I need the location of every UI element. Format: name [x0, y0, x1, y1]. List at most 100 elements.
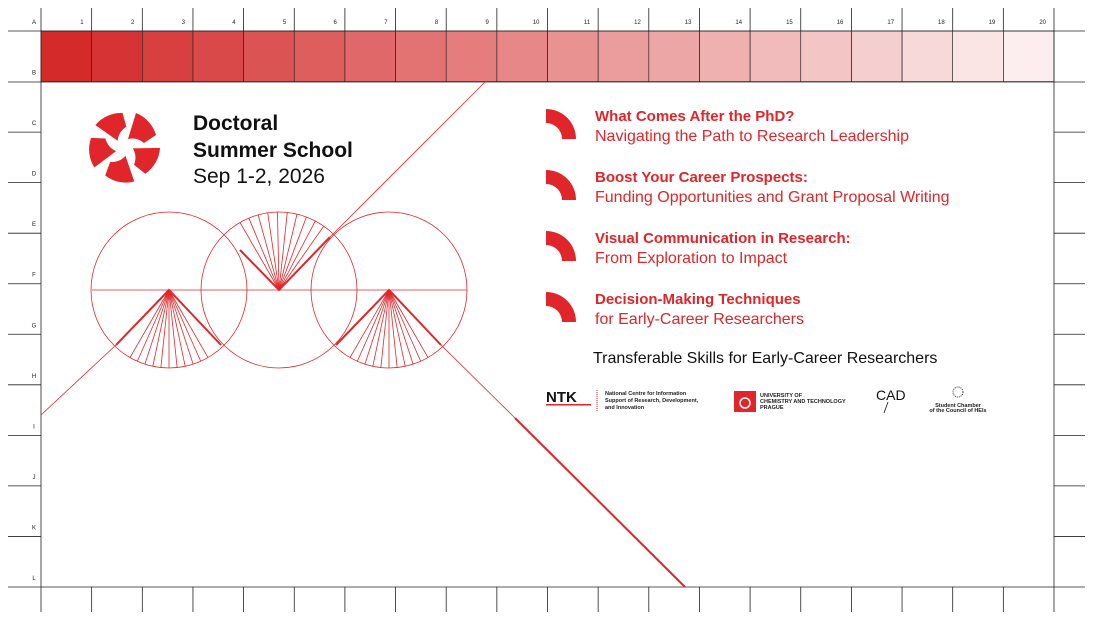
column-label: 3 [182, 20, 186, 26]
column-label: 2 [131, 20, 135, 26]
partner-uct: UNIVERSITY OF CHEMISTRY AND TECHNOLOGY P… [734, 391, 846, 412]
strip-cell [293, 30, 346, 82]
session-icon [546, 170, 576, 200]
strip-cell [952, 30, 1004, 82]
strip-cell [192, 30, 244, 82]
strip-cell [1003, 30, 1055, 82]
strip-cell [547, 30, 599, 82]
row-label: C [32, 121, 37, 127]
column-label: 9 [486, 20, 490, 26]
fan-line [168, 289, 194, 365]
row-label: K [32, 525, 36, 531]
fan-line [388, 289, 398, 368]
column-label: 1 [80, 20, 84, 26]
logo-blade [105, 155, 135, 183]
strip-cell [597, 30, 650, 82]
chamber-line: of the Council of HEIs [929, 408, 986, 414]
strip-cell [445, 30, 498, 82]
session-title: What Comes After the PhD? [595, 108, 794, 125]
fan-line [257, 214, 280, 291]
color-strip [40, 30, 1055, 82]
row-label: G [32, 323, 37, 329]
row-label: L [32, 576, 36, 582]
fan-line [129, 289, 170, 358]
row-label: E [32, 222, 36, 228]
row-label: D [32, 172, 37, 178]
column-label: 6 [334, 20, 338, 26]
strip-cell [749, 30, 802, 82]
fan-line [168, 289, 209, 358]
row-label: A [32, 20, 36, 26]
strip-cell [699, 30, 751, 82]
column-label: 4 [232, 20, 236, 26]
column-label: 16 [837, 20, 844, 26]
event-date: Sep 1-2, 2026 [193, 165, 325, 188]
column-label: 13 [685, 20, 692, 26]
column-label: 5 [283, 20, 287, 26]
fan-line [168, 289, 202, 362]
column-label: 8 [435, 20, 439, 26]
fan-line [278, 212, 288, 291]
strip-cell [395, 30, 447, 82]
fan-line [168, 289, 178, 368]
ntk-line: National Centre for Information [605, 391, 687, 397]
column-label: 11 [584, 20, 591, 26]
school-logo [89, 112, 161, 183]
fan-line [152, 289, 170, 367]
column-label: 18 [938, 20, 945, 26]
fan-line [278, 216, 307, 291]
strip-cell [648, 30, 700, 82]
session-subtitle: Funding Opportunities and Grant Proposal… [595, 189, 950, 206]
uct-line: UNIVERSITY OF [760, 393, 803, 399]
fan-line [278, 214, 298, 291]
cad-name: CAD [876, 387, 906, 403]
ntk-line: Support of Research, Development, [605, 398, 699, 404]
session-title: Boost Your Career Prospects: [595, 169, 808, 186]
strip-cell [142, 30, 194, 82]
ntk-line: and Innovation [605, 405, 645, 411]
fan-line [267, 212, 280, 291]
strip-cell [91, 30, 143, 82]
strip-cell [851, 30, 903, 82]
fan-line [349, 289, 390, 358]
column-label: 14 [735, 20, 742, 26]
uct-line: CHEMISTRY AND TECHNOLOGY [760, 399, 846, 405]
row-label: J [33, 475, 36, 481]
fan-line [248, 217, 280, 291]
column-label: 7 [384, 20, 388, 26]
row-label: B [32, 71, 36, 77]
fan-line [239, 222, 280, 291]
column-label: 20 [1039, 20, 1046, 26]
session-subtitle: for Early-Career Researchers [595, 311, 804, 328]
fan-line [277, 212, 280, 291]
logo-blade [95, 112, 127, 141]
session-icon [546, 109, 576, 139]
partner-cad: CAD [876, 387, 906, 414]
session-subtitle: Navigating the Path to Research Leadersh… [595, 128, 909, 145]
session-title: Decision-Making Techniques [595, 291, 801, 308]
fan-line [278, 220, 316, 291]
session-icon [546, 292, 576, 322]
session-subtitle: From Exploration to Impact [595, 250, 788, 267]
strip-cell [901, 30, 953, 82]
uct-icon [739, 397, 751, 409]
strip-cell [344, 30, 396, 82]
row-label: F [32, 273, 36, 279]
fan-line [364, 289, 390, 365]
geometric-drawing [40, 81, 686, 588]
chamber-line: Student Chamber [935, 403, 982, 409]
fan-line [168, 289, 186, 367]
row-label: I [33, 424, 35, 430]
uct-line: PRAGUE [760, 405, 784, 411]
sessions: What Comes After the PhD? Navigating the … [546, 108, 950, 328]
grid-frame [8, 8, 1085, 612]
fan-line [388, 289, 422, 362]
column-label: 19 [989, 20, 996, 26]
title-line: Summer School [193, 139, 353, 162]
fan-line [136, 289, 170, 362]
logo-blade [89, 137, 117, 168]
fan-line [372, 289, 390, 367]
fan-line [380, 289, 390, 368]
fan-line [388, 289, 406, 367]
